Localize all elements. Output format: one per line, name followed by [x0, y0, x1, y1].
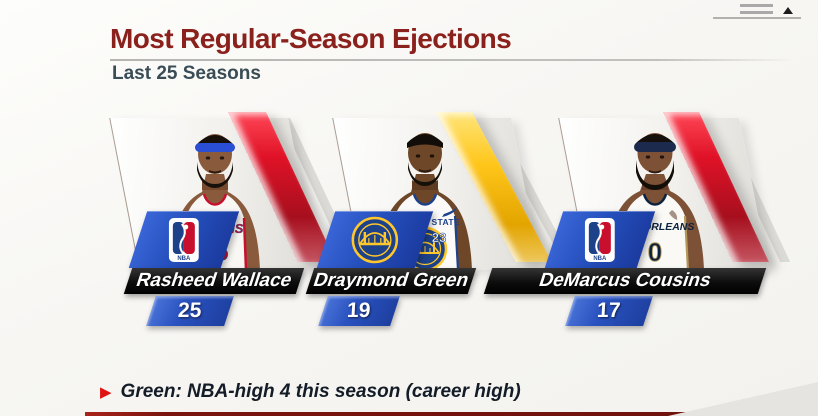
ejection-count: 17 — [596, 299, 622, 322]
menu-rule — [713, 17, 801, 19]
warriors-logo-icon — [351, 216, 399, 263]
beard — [197, 162, 233, 188]
page-title: Most Regular-Season Ejections — [110, 23, 512, 54]
hair — [407, 134, 443, 148]
league-badge: NBA — [128, 211, 240, 268]
ejection-count: 25 — [177, 299, 203, 322]
nba-logo-icon: NBA — [585, 217, 615, 262]
player-name-bar: Draymond Green — [305, 268, 477, 294]
headband-navy — [634, 142, 676, 152]
corner-gray-slice — [668, 382, 818, 416]
headband-blue — [195, 143, 235, 152]
note-text: Green: NBA-high 4 this season (career hi… — [120, 381, 521, 402]
caret-up-icon — [783, 7, 793, 14]
player-name: Draymond Green — [310, 270, 472, 291]
player-name: DeMarcus Cousins — [536, 270, 715, 291]
jersey-number: 0 — [648, 237, 662, 267]
league-badge: NBA — [544, 211, 656, 268]
player-name: Rasheed Wallace — [133, 270, 295, 291]
title-underline — [110, 59, 795, 61]
menu-line-icon — [740, 4, 773, 7]
menu-line-icon — [740, 11, 773, 14]
note-bullet-icon: ▶ — [100, 383, 112, 401]
player-name-bar: DeMarcus Cousins — [483, 268, 767, 294]
ejection-count-bar: 19 — [318, 296, 400, 326]
beard — [408, 162, 442, 186]
ejection-count-bar: 17 — [565, 296, 653, 326]
page-subtitle: Last 25 Seasons — [112, 63, 261, 84]
ejection-count-bar: 25 — [146, 296, 234, 326]
team-badge — [316, 211, 434, 268]
beard — [636, 160, 674, 190]
ejection-count: 19 — [346, 299, 372, 322]
nba-logo-label: NBA — [178, 256, 192, 262]
player-name-bar: Rasheed Wallace — [123, 268, 305, 294]
footnote: ▶ Green: NBA-high 4 this season (career … — [100, 381, 521, 403]
tattoo-shading — [669, 210, 678, 220]
nba-logo-icon: NBA — [169, 217, 199, 262]
bottom-maroon-strip — [85, 412, 763, 416]
nba-logo-label: NBA — [594, 256, 608, 262]
menu-icon[interactable] — [710, 0, 810, 24]
swoosh-icon — [442, 207, 457, 217]
jersey-number: 23 — [432, 230, 446, 245]
